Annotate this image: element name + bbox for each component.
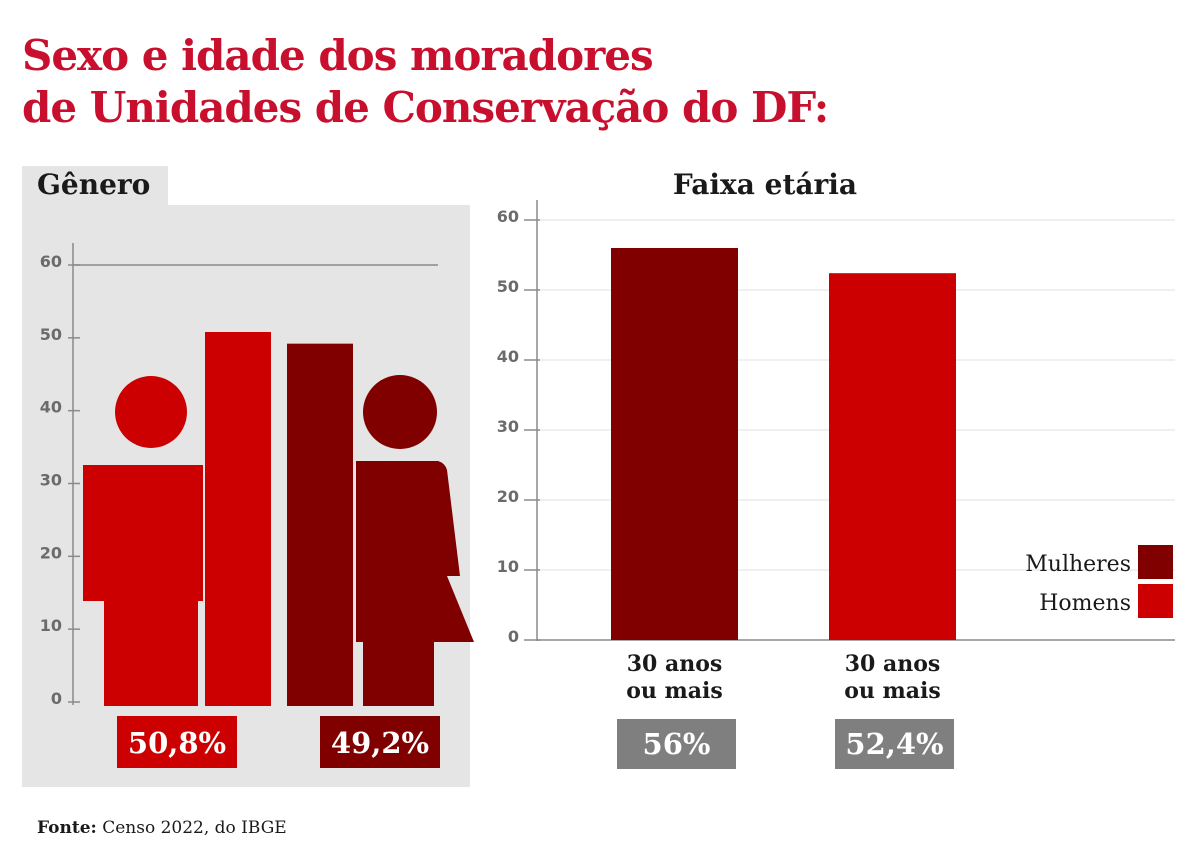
age-value-box — [617, 719, 736, 769]
legend-label-mulheres: Mulheres — [1025, 552, 1131, 577]
age-y-tick-label: 60 — [497, 207, 519, 226]
age-value-box — [835, 719, 954, 769]
source-label: Fonte: — [37, 818, 97, 838]
age-y-tick-label: 40 — [497, 347, 519, 366]
woman-icon-head — [363, 375, 437, 449]
legend-swatch-mulheres — [1138, 545, 1173, 579]
age-y-tick-label: 50 — [497, 277, 519, 296]
gender-y-tick-label: 10 — [40, 616, 62, 635]
man-icon — [83, 376, 203, 706]
legend-swatch-homens — [1138, 584, 1173, 618]
gender-y-tick-label: 50 — [40, 325, 62, 344]
legend-label-homens: Homens — [1039, 591, 1131, 616]
age-category-label-line: ou mais — [844, 678, 941, 704]
age-bar-homens — [829, 273, 956, 640]
source-note: Fonte: Censo 2022, do IBGE — [37, 818, 287, 838]
gender-value-box — [320, 716, 440, 768]
chart-title-line-2: de Unidades de Conservação do DF: — [22, 83, 829, 132]
gender-panel-tab — [22, 166, 168, 206]
age-category-label-line: 30 anos — [845, 651, 941, 677]
age-chart-title: Faixa etária — [672, 168, 858, 201]
woman-icon — [356, 375, 474, 706]
man-icon-head — [115, 376, 187, 448]
woman-icon-legs — [363, 642, 434, 706]
gender-y-tick-label: 40 — [40, 398, 62, 417]
source-text: Censo 2022, do IBGE — [102, 818, 287, 838]
chart-title: Sexo e idade dos moradores de Unidades d… — [22, 30, 829, 134]
gender-value-label: 49,2% — [331, 726, 429, 760]
age-y-tick-label: 20 — [497, 487, 519, 506]
gender-chart: 0 10 20 30 40 50 60 50,8% 49,2% — [40, 243, 474, 768]
gender-y-tick-label: 30 — [40, 471, 62, 490]
man-icon-torso — [83, 465, 203, 601]
gender-y-tick-label: 0 — [51, 689, 62, 708]
age-y-tick-label: 10 — [497, 557, 519, 576]
gender-bar-mulheres — [287, 343, 353, 706]
age-category-label-line: ou mais — [626, 678, 723, 704]
gender-chart-title: Gênero — [37, 168, 151, 201]
gender-bar-homens — [205, 332, 271, 706]
age-bar-mulheres — [611, 248, 738, 640]
age-y-tick-label: 0 — [508, 627, 519, 646]
age-category-label: 30 anos ou mais — [626, 651, 723, 704]
age-value-label: 56% — [643, 727, 711, 761]
age-category-label: 30 anos ou mais — [844, 651, 941, 704]
age-y-tick-label: 30 — [497, 417, 519, 436]
age-category-label-line: 30 anos — [627, 651, 723, 677]
man-icon-legs — [104, 600, 198, 706]
gender-y-tick-label: 60 — [40, 252, 62, 271]
gender-y-tick-label: 20 — [40, 543, 62, 562]
gender-value-label: 50,8% — [128, 726, 226, 760]
woman-icon-dress — [356, 461, 474, 642]
gender-value-box — [117, 716, 237, 768]
age-value-label: 52,4% — [845, 727, 943, 761]
chart-title-line-1: Sexo e idade dos moradores — [22, 31, 654, 80]
